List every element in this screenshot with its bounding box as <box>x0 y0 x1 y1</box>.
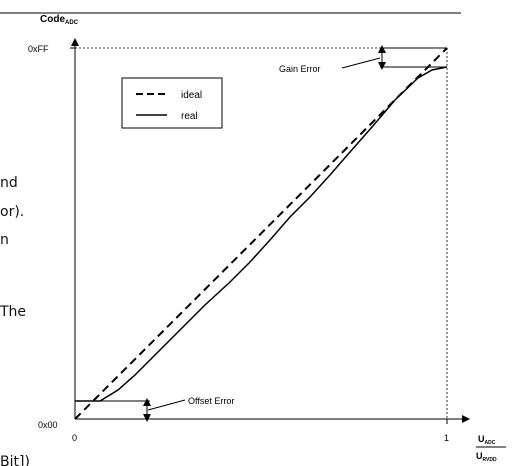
x-tick-one: 1 <box>444 433 449 443</box>
offset-error-label: Offset Error <box>188 396 234 406</box>
real-curve <box>75 66 448 402</box>
offset-error-leader <box>147 399 186 411</box>
y-tick-top: 0xFF <box>28 44 49 54</box>
legend-box <box>121 77 223 129</box>
legend-ideal-label: ideal <box>181 90 202 101</box>
x-tick-zero: 0 <box>72 433 77 443</box>
bg-text-line5: Bit]) <box>0 454 30 466</box>
bg-text-line3: n <box>0 232 9 248</box>
gain-error-leader <box>341 57 381 69</box>
y-axis-label: CodeADC <box>40 14 79 26</box>
legend: ideal real <box>121 77 223 129</box>
bg-text-line4: The <box>0 304 26 320</box>
gain-error-label: Gain Error <box>279 64 321 74</box>
bg-text-line2: or). <box>0 204 24 220</box>
y-tick-bottom: 0x00 <box>38 420 58 430</box>
ideal-curve <box>74 47 448 420</box>
legend-real-label: real <box>181 111 198 122</box>
x-axis-label-numerator: UADC <box>478 434 496 446</box>
x-axis-label-denominator: URVDD <box>476 451 497 463</box>
bg-text-line1: nd <box>0 175 18 191</box>
